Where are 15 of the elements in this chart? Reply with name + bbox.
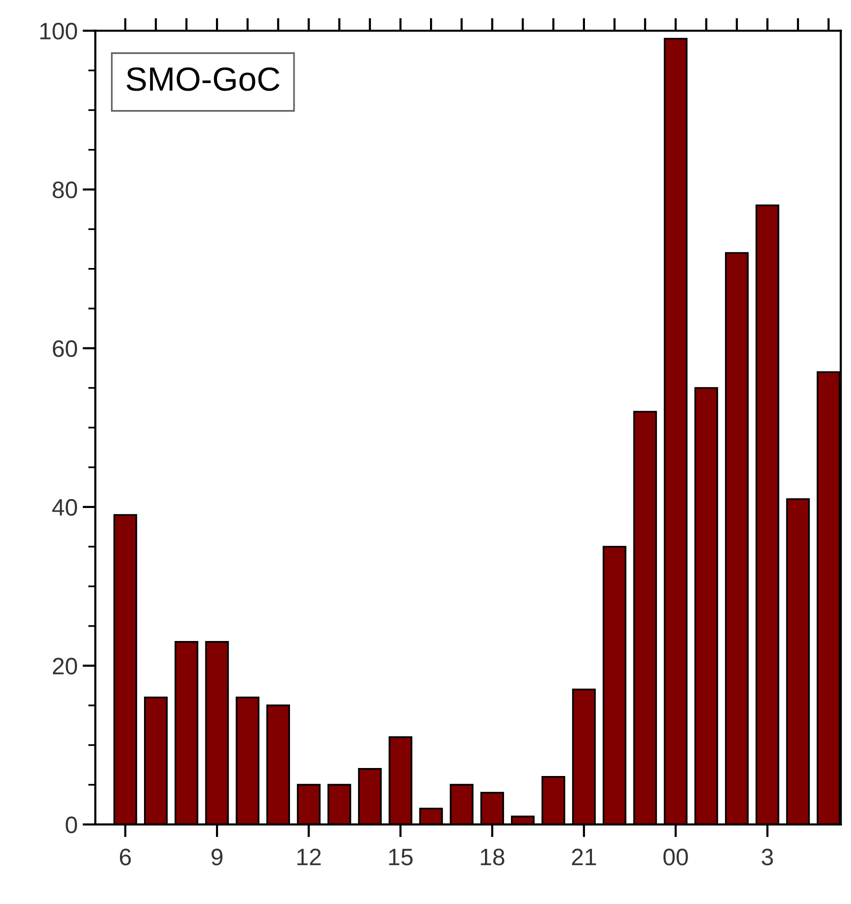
y-tick-label: 100 bbox=[40, 22, 78, 40]
x-tick-label: 15 bbox=[389, 848, 413, 866]
y-tick-label: 40 bbox=[52, 499, 78, 516]
text: SMO-GoC bbox=[126, 67, 280, 91]
x-tick-label: 9 bbox=[212, 848, 222, 866]
x-tick-label: 6 bbox=[120, 848, 131, 866]
x-tick-label: 21 bbox=[572, 848, 596, 866]
x-tick-label: 00 bbox=[663, 848, 688, 866]
y-tick-label: 60 bbox=[52, 340, 78, 358]
y-tick-label: 0 bbox=[66, 816, 78, 834]
x-tick-label: 3 bbox=[762, 848, 773, 866]
y-tick-label: 20 bbox=[52, 658, 78, 674]
x-tick-label: 18 bbox=[480, 848, 504, 866]
y-tick-label: 80 bbox=[52, 182, 78, 198]
x-tick-label: 12 bbox=[297, 848, 321, 866]
